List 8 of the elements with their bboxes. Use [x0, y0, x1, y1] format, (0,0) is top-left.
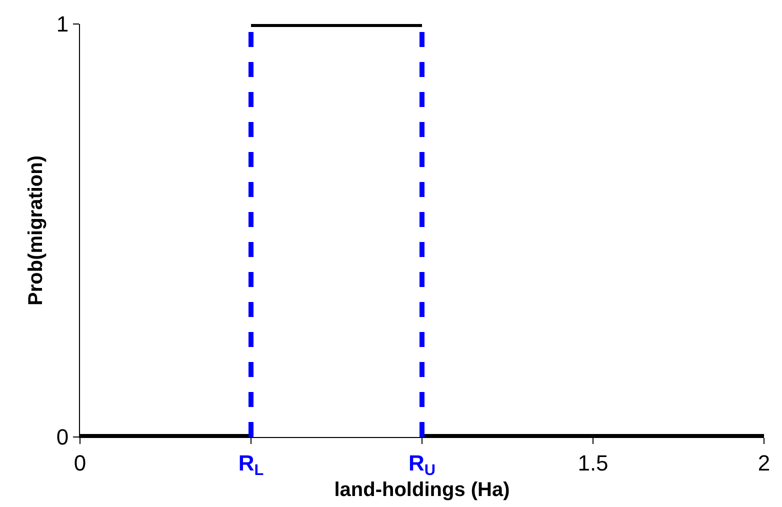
- y-tick-label: 1: [56, 12, 69, 37]
- y-axis-title: Prob(migration): [24, 156, 47, 306]
- x-tick-label: R$_{L}$: [238, 450, 264, 480]
- x-axis-title: land-holdings (Ha): [334, 479, 510, 502]
- x-tick-label: 1.5: [578, 450, 608, 476]
- x-tick-label: R$_{U}$: [408, 450, 436, 480]
- x-tick-label: 0: [74, 450, 86, 476]
- x-tick-label: 2: [758, 450, 770, 476]
